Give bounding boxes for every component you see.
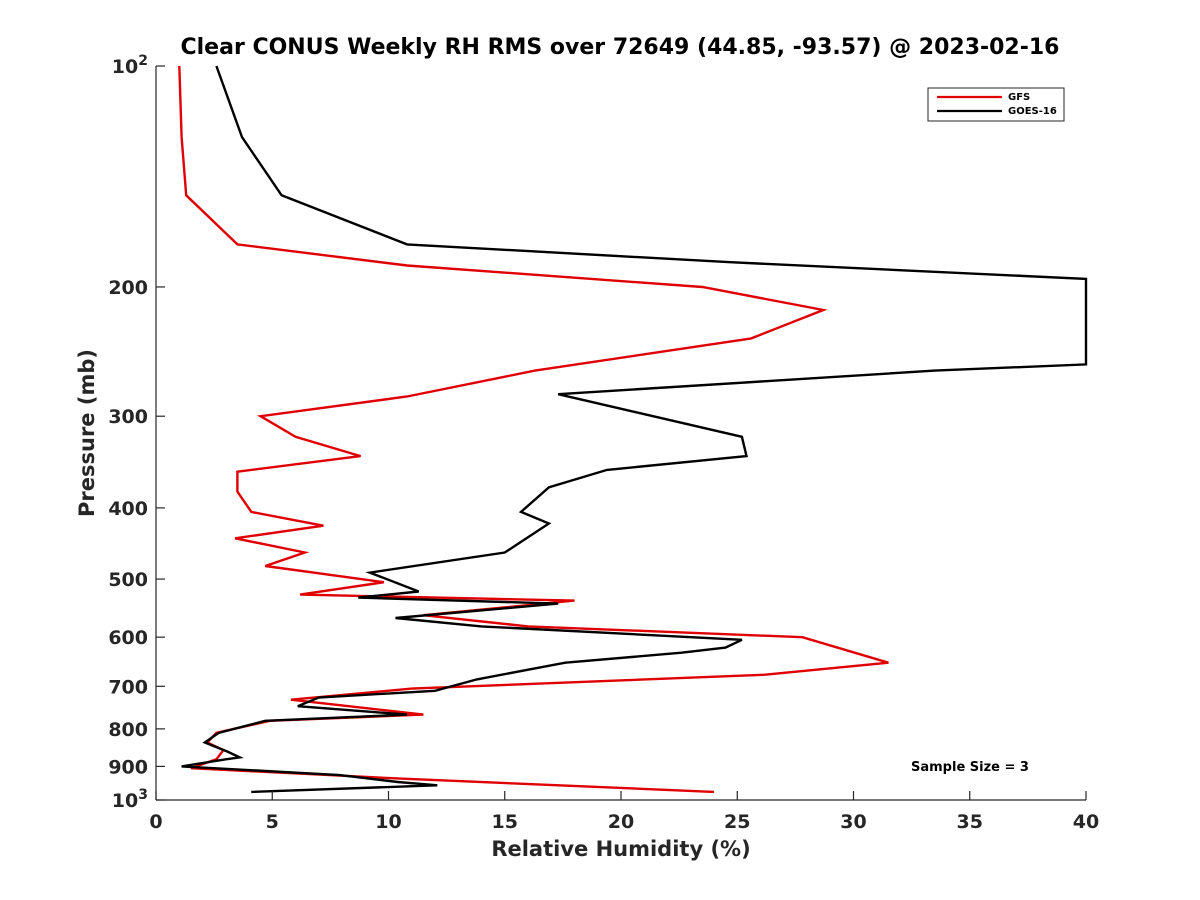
y-tick-label: 300 — [108, 406, 148, 428]
y-tick-label: 800 — [108, 719, 148, 741]
x-ticks: 0 5 10 15 20 25 30 35 40 — [149, 791, 1099, 833]
x-tick-label: 35 — [957, 811, 983, 833]
legend: GFS GOES-16 — [927, 87, 1065, 122]
x-tick-label: 15 — [492, 811, 518, 833]
legend-label-gfs: GFS — [1008, 92, 1030, 103]
y-tick-label: 700 — [108, 676, 148, 698]
x-tick-label: 0 — [149, 811, 162, 833]
x-tick-label: 25 — [724, 811, 750, 833]
x-tick-label: 20 — [608, 811, 634, 833]
chart-title: Clear CONUS Weekly RH RMS over 72649 (44… — [181, 35, 1060, 60]
x-tick-label: 5 — [266, 811, 279, 833]
series-layer — [178, 65, 1088, 794]
y-tick-label: 103 — [112, 787, 148, 812]
legend-label-goes16: GOES-16 — [1008, 106, 1057, 117]
x-tick-label: 30 — [840, 811, 866, 833]
y-axis-label: Pressure (mb) — [75, 349, 99, 517]
y-tick-label: 600 — [108, 627, 148, 649]
y-tick-label: 500 — [108, 569, 148, 591]
y-ticks: 102 200 300 400 500 600 700 800 900 103 — [108, 53, 165, 812]
x-tick-label: 10 — [375, 811, 401, 833]
y-tick-label: 400 — [108, 498, 148, 520]
plot-area — [156, 66, 1086, 800]
x-axis-label: Relative Humidity (%) — [491, 837, 750, 861]
sample-size-annotation: Sample Size = 3 — [911, 760, 1029, 775]
series-line-goes16 — [181, 65, 1088, 794]
legend-box — [927, 87, 1065, 122]
x-tick-label: 40 — [1073, 811, 1099, 833]
y-tick-label: 102 — [112, 53, 148, 78]
y-tick-label: 900 — [108, 756, 148, 778]
y-tick-label: 200 — [108, 277, 148, 299]
